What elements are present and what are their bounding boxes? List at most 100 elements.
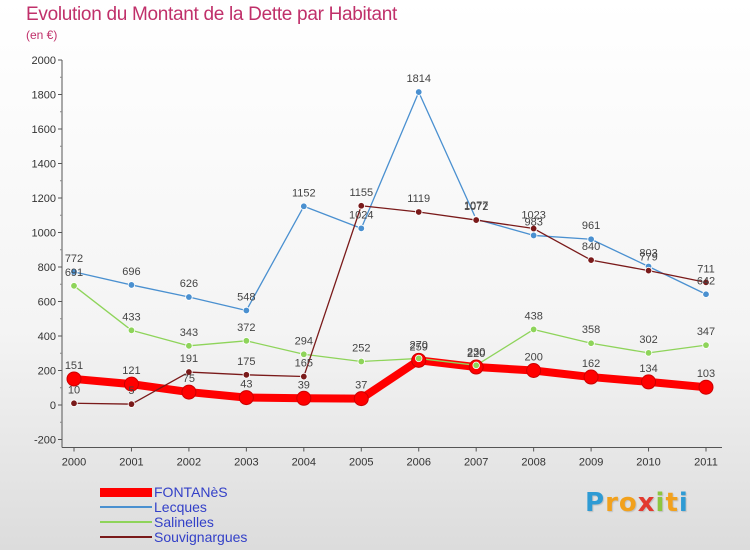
data-label: 803 (639, 247, 657, 259)
chart-subtitle: (en €) (26, 28, 58, 42)
series-line-fontanès (70, 356, 710, 403)
data-point (238, 390, 254, 406)
data-point (353, 391, 369, 407)
data-label: 343 (180, 327, 198, 339)
legend-swatch-lecques (100, 506, 152, 508)
data-point (357, 357, 365, 366)
data-point (529, 231, 538, 240)
data-label: 1024 (349, 209, 373, 221)
data-label: 75 (183, 373, 195, 385)
data-point (357, 202, 365, 210)
legend-label-lecques: Lecques (154, 499, 207, 515)
legend-swatch-fontanes (100, 488, 152, 497)
x-tick-label: 2001 (119, 457, 143, 469)
legend: FONTANèS Lecques Salinelles Souvignargue… (100, 485, 360, 545)
data-label: 626 (180, 278, 198, 290)
data-label: 779 (639, 252, 657, 264)
data-point (702, 290, 710, 298)
data-point (583, 369, 599, 385)
data-point (526, 363, 542, 378)
y-tick-label: 2000 (32, 55, 56, 67)
data-label: 5 (128, 385, 134, 397)
x-tick-label: 2006 (406, 457, 430, 469)
data-point (587, 235, 595, 243)
data-label: 10 (68, 384, 80, 396)
data-point (472, 216, 480, 224)
y-tick-label: 1800 (32, 90, 56, 102)
data-point (70, 282, 78, 290)
data-label: 983 (524, 216, 542, 228)
data-label: 961 (582, 220, 600, 232)
logo-letter: r (605, 488, 619, 518)
chart-title: Evolution du Montant de la Dette par Hab… (26, 4, 397, 25)
legend-label-souvignargues: Souvignargues (154, 529, 248, 545)
data-label: 162 (582, 358, 600, 370)
series-line-lecques (73, 91, 707, 312)
y-tick-label: 1400 (32, 159, 56, 171)
data-label: 302 (639, 334, 657, 346)
data-point (415, 208, 423, 216)
series-line-salinelles (73, 285, 707, 366)
y-tick-label: -200 (34, 435, 56, 447)
y-tick-label: 400 (38, 331, 56, 343)
data-point (66, 371, 82, 387)
data-point (644, 266, 653, 275)
legend-swatch-souvignargues (100, 536, 152, 538)
data-label: 642 (697, 275, 715, 287)
data-point (242, 337, 251, 345)
data-point (300, 350, 308, 358)
legend-label-salinelles: Salinelles (154, 514, 214, 530)
logo-letter: o (618, 488, 638, 518)
x-tick-label: 2003 (234, 457, 258, 469)
proxiti-logo: Proxiti (585, 488, 689, 518)
data-label: 347 (697, 326, 715, 338)
data-point (185, 368, 193, 376)
data-label: 548 (237, 291, 255, 303)
data-label: 1072 (464, 201, 488, 213)
x-tick-label: 2000 (62, 457, 86, 469)
legend-item-fontanes: FONTANèS (100, 485, 360, 500)
data-point (415, 354, 423, 363)
data-label: 220 (467, 348, 485, 360)
data-label: 43 (240, 379, 252, 391)
logo-letter: t (665, 488, 679, 518)
data-point (702, 341, 710, 349)
data-label: 1152 (292, 187, 316, 199)
legend-label-fontanes: FONTANèS (154, 484, 228, 500)
legend-item-salinelles: Salinelles (100, 515, 360, 530)
y-tick-label: 0 (50, 400, 56, 412)
data-point (127, 400, 136, 408)
y-tick-label: 200 (38, 366, 56, 378)
data-point (123, 376, 139, 392)
data-point (702, 278, 710, 287)
x-tick-label: 2008 (521, 457, 545, 469)
data-label: 1023 (521, 210, 545, 222)
data-label: 438 (524, 310, 542, 322)
data-point (300, 372, 308, 381)
data-point (127, 281, 136, 289)
x-tick-label: 2007 (464, 457, 488, 469)
series-line-souvignargues (73, 205, 707, 405)
data-label: 151 (65, 360, 83, 372)
data-point (357, 224, 365, 233)
data-label: 200 (524, 352, 542, 364)
logo-letter: i (678, 488, 689, 518)
data-label: 294 (295, 335, 313, 347)
data-label: 252 (352, 343, 370, 355)
y-tick-label: 1000 (32, 228, 56, 240)
data-label: 1155 (349, 187, 373, 199)
data-label: 696 (122, 266, 140, 278)
data-point (70, 399, 78, 407)
data-point (242, 306, 251, 315)
data-point (185, 342, 193, 350)
data-point (472, 361, 480, 370)
data-point (415, 88, 423, 96)
data-label: 259 (410, 341, 428, 353)
data-label: 1814 (406, 73, 430, 85)
data-label: 1119 (407, 193, 430, 205)
x-tick-label: 2005 (349, 457, 373, 469)
data-label: 433 (122, 311, 140, 323)
data-label: 175 (237, 356, 255, 368)
y-tick-label: 1200 (32, 193, 56, 205)
